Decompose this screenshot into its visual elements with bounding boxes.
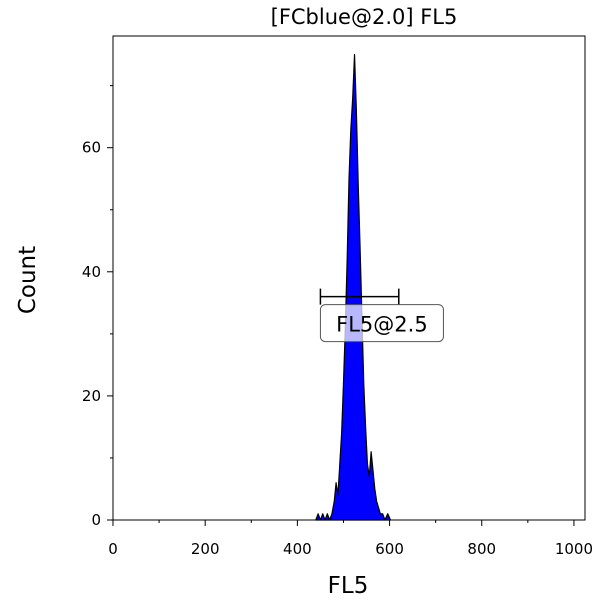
gate-label-box [319, 304, 444, 343]
x-tick-label-0: 0 [108, 540, 118, 558]
x-tick-label-400: 400 [283, 540, 312, 558]
chart-title: [FCblue@2.0] FL5 [271, 5, 458, 29]
x-axis-title: FL5 [328, 573, 369, 599]
x-tick-label-800: 800 [467, 540, 496, 558]
histogram-series-0 [315, 54, 392, 521]
x-axis: 0 200 400 600 800 1000 [108, 519, 593, 558]
gate-region[interactable]: FL5@2.5 [319, 288, 444, 343]
x-tick-label-1000: 1000 [555, 540, 593, 558]
y-tick-label-40: 40 [82, 263, 101, 281]
y-tick-label-20: 20 [82, 387, 101, 405]
y-tick-label-0: 0 [91, 511, 101, 529]
plot-area [112, 35, 586, 521]
y-axis-title: Count [15, 246, 41, 314]
x-tick-label-200: 200 [191, 540, 220, 558]
y-axis: 0 20 40 60 [82, 36, 114, 529]
y-tick-label-60: 60 [82, 139, 101, 157]
x-tick-label-600: 600 [375, 540, 404, 558]
gate-label: FL5@2.5 [336, 313, 428, 337]
